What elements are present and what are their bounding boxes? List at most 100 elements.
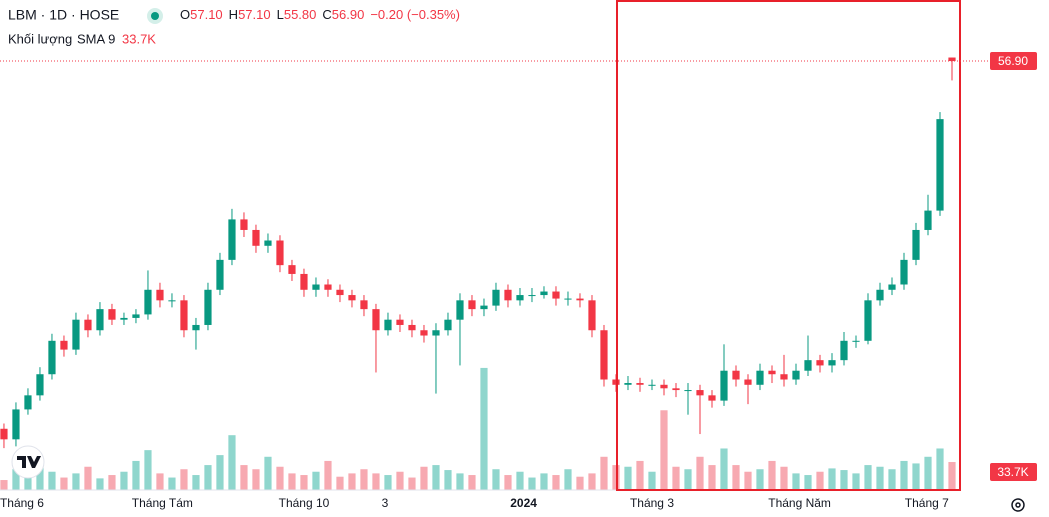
candle-body [948, 57, 956, 62]
candle-body [468, 300, 476, 310]
x-tick-label: Tháng 6 [0, 496, 44, 510]
volume-bar [36, 465, 44, 490]
volume-bar [252, 469, 260, 490]
candle-body [420, 330, 428, 336]
volume-bar [516, 471, 524, 490]
candle-body [864, 300, 872, 341]
volume-bar [612, 465, 620, 490]
volume-bar [300, 475, 308, 490]
volume-bar [708, 465, 716, 490]
candle-body [876, 289, 884, 301]
volume-bar [0, 480, 8, 490]
volume-bar [684, 469, 692, 490]
candle-body [684, 390, 692, 392]
volume-bar [552, 475, 560, 490]
ohlc-key: O [180, 7, 190, 22]
volume-bar [384, 475, 392, 490]
candle-body [816, 360, 824, 366]
candle-body [852, 340, 860, 342]
candle-body [456, 300, 464, 320]
volume-legend-value: 33.7K [122, 31, 156, 46]
volume-bar [900, 460, 908, 490]
ohlc-key: L [277, 7, 284, 22]
candle-body [888, 284, 896, 290]
candle-body [432, 330, 440, 336]
settings-icon[interactable] [1011, 498, 1025, 512]
volume-bar [828, 468, 836, 490]
candle-body [720, 370, 728, 401]
ohlc-value: 57.10 [238, 7, 271, 22]
volume-bar [840, 470, 848, 490]
ohlc-value: 55.80 [284, 7, 317, 22]
candle-body [936, 119, 944, 211]
x-tick-label: 2024 [510, 496, 537, 510]
volume-bar [156, 473, 164, 490]
x-tick-label: Tháng Năm [768, 496, 831, 510]
candle-body [204, 289, 212, 325]
candle-body [924, 210, 932, 230]
candle-body [0, 428, 8, 440]
x-tick-label: 3 [382, 496, 389, 510]
candle-body [36, 374, 44, 396]
candle-body [48, 340, 56, 375]
candle-body [780, 374, 788, 380]
volume-bar [444, 470, 452, 490]
chart-title: LBM · 1D · HOSE [8, 7, 119, 23]
volume-bar [732, 465, 740, 490]
candle-body [744, 379, 752, 385]
candle-body [84, 319, 92, 331]
candle-body [360, 300, 368, 310]
candle-body [600, 330, 608, 380]
candle-body [276, 240, 284, 266]
volume-bar [876, 466, 884, 490]
volume-bar [60, 477, 68, 490]
candle-body [480, 305, 488, 310]
candle-body [180, 300, 188, 331]
x-tick-label: Tháng 10 [279, 496, 330, 510]
volume-bar [372, 473, 380, 490]
candle-body [168, 300, 176, 302]
volume-bar [804, 475, 812, 490]
volume-bar [240, 465, 248, 490]
candle-body [108, 309, 116, 320]
volume-bar [852, 473, 860, 490]
volume-bar [72, 473, 80, 490]
volume-bar [600, 456, 608, 490]
volume-bar [132, 460, 140, 490]
ohlc-key: C [322, 7, 331, 22]
candle-body [348, 295, 356, 301]
candle-body [264, 240, 272, 246]
candle-body [12, 409, 20, 440]
volume-bar [204, 465, 212, 490]
candle-body [24, 395, 32, 410]
volume-bar [588, 473, 596, 490]
candle-body [216, 259, 224, 290]
candle-body [624, 383, 632, 385]
candle-body [372, 309, 380, 331]
volume-bar [480, 367, 488, 490]
volume-bar [576, 476, 584, 490]
candle-body [336, 289, 344, 296]
volume-bar [48, 471, 56, 490]
candle-body [696, 390, 704, 396]
candle-body [612, 379, 620, 385]
volume-bar [756, 469, 764, 490]
volume-bar [660, 410, 668, 490]
volume-bar [228, 435, 236, 490]
candle-body [516, 295, 524, 301]
candle-body [708, 395, 716, 401]
candle-body [252, 229, 260, 246]
volume-bar [276, 466, 284, 490]
candle-body [72, 319, 80, 350]
candle-body [288, 265, 296, 274]
volume-bar [780, 466, 788, 490]
candle-body [648, 384, 656, 386]
candle-body [312, 284, 320, 290]
candle-body [120, 317, 128, 320]
volume-bar [864, 465, 872, 490]
candle-body [756, 370, 764, 385]
plot-area [0, 57, 956, 490]
candle-body [228, 219, 236, 260]
ohlc-value: 56.90 [332, 7, 365, 22]
